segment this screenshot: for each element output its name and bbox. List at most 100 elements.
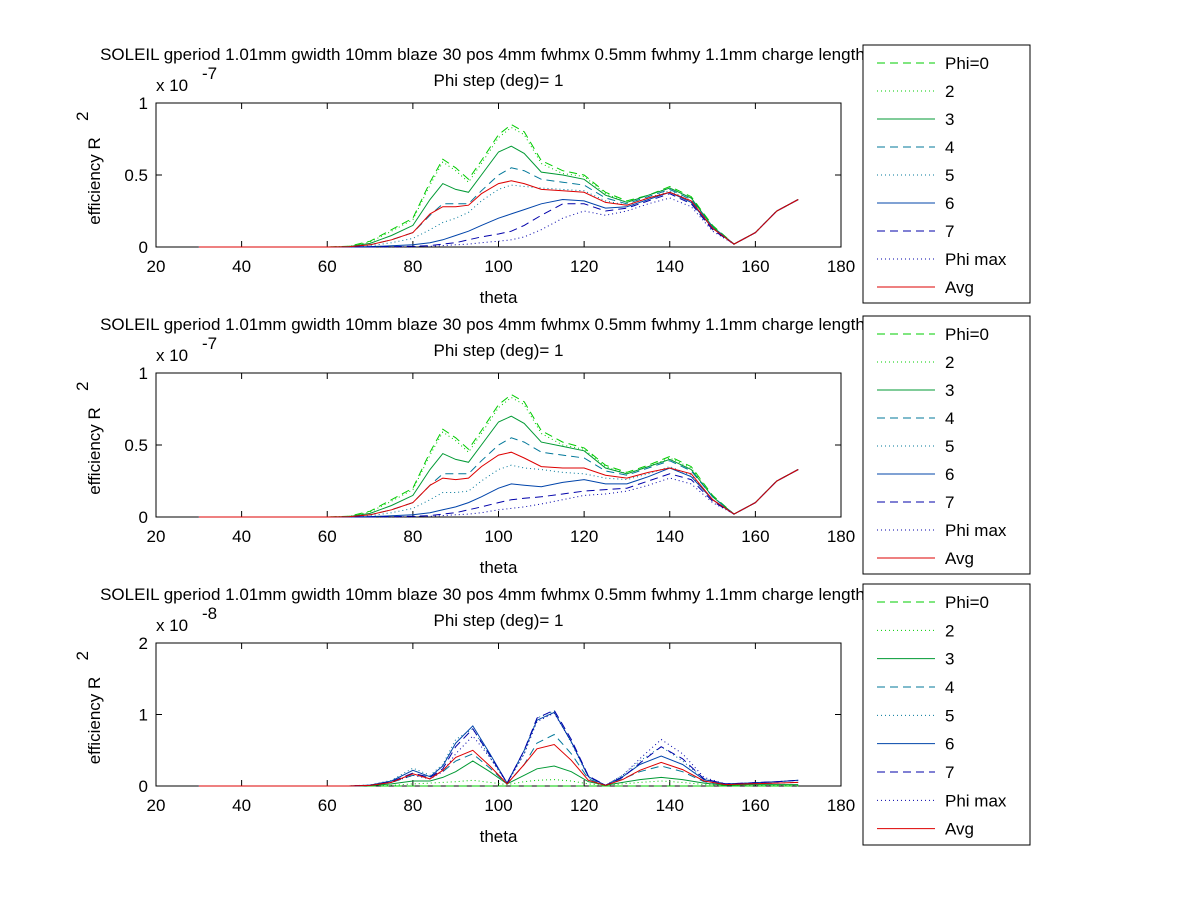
legend-entry-label: 6 bbox=[945, 194, 954, 213]
x-tick-label: 160 bbox=[741, 257, 769, 276]
series-line-0 bbox=[198, 394, 799, 518]
y-axis-label-group: efficiency R 2 bbox=[73, 651, 104, 764]
x-tick-label: 20 bbox=[147, 796, 166, 815]
y-tick-label: 0 bbox=[139, 238, 148, 257]
series-line-2 bbox=[198, 415, 799, 518]
y-axis-label-superscript: 2 bbox=[73, 651, 92, 660]
x-tick-label: 20 bbox=[147, 257, 166, 276]
y-tick-label: 0 bbox=[139, 777, 148, 796]
series-line-3 bbox=[198, 167, 799, 248]
legend-entry-label: 7 bbox=[945, 222, 954, 241]
chart-title: SOLEIL gperiod 1.01mm gwidth 10mm blaze … bbox=[100, 585, 897, 604]
series-line-8 bbox=[198, 180, 799, 248]
legend-entry-label: 5 bbox=[945, 437, 954, 456]
x-tick-label: 80 bbox=[403, 796, 422, 815]
legend-entry-label: Avg bbox=[945, 820, 974, 839]
legend-entry-label: 5 bbox=[945, 166, 954, 185]
y-scale-exponent: -8 bbox=[202, 604, 217, 623]
legend-entry-label: 6 bbox=[945, 465, 954, 484]
legend-entry-label: Phi=0 bbox=[945, 54, 989, 73]
legend-entry-label: Phi max bbox=[945, 250, 1007, 269]
x-tick-label: 140 bbox=[656, 257, 684, 276]
y-tick-label: 0 bbox=[139, 508, 148, 527]
x-tick-label: 140 bbox=[656, 527, 684, 546]
x-tick-label: 60 bbox=[318, 257, 337, 276]
y-scale-exponent: -7 bbox=[202, 64, 217, 83]
legend-box bbox=[862, 315, 1031, 575]
x-tick-label: 80 bbox=[403, 527, 422, 546]
y-scale-factor: x 10 bbox=[156, 346, 188, 365]
legend: Phi=0 2 3 4 5 6 7 Phi max Avg bbox=[862, 315, 1031, 575]
x-tick-label: 100 bbox=[484, 796, 512, 815]
x-tick-label: 40 bbox=[232, 527, 251, 546]
x-tick-label: 80 bbox=[403, 257, 422, 276]
x-tick-label: 180 bbox=[827, 796, 855, 815]
x-axis-label: theta bbox=[480, 558, 518, 577]
subplot-2: SOLEIL gperiod 1.01mm gwidth 10mm blaze … bbox=[73, 315, 1031, 577]
legend-entry-label: 2 bbox=[945, 82, 954, 101]
series-line-6 bbox=[198, 469, 799, 518]
y-axis-label-group: efficiency R 2 bbox=[73, 382, 104, 495]
x-tick-label: 100 bbox=[484, 527, 512, 546]
y-axis-label: efficiency R bbox=[85, 407, 104, 495]
x-tick-label: 120 bbox=[570, 796, 598, 815]
series-line-7 bbox=[198, 469, 799, 518]
y-tick-label: 2 bbox=[139, 634, 148, 653]
legend-entry-label: 5 bbox=[945, 706, 954, 725]
series-line-3 bbox=[198, 437, 799, 518]
series-line-1 bbox=[198, 396, 799, 518]
y-axis-label: efficiency R bbox=[85, 137, 104, 225]
series-line-8 bbox=[198, 451, 799, 518]
x-tick-label: 120 bbox=[570, 257, 598, 276]
series-line-8 bbox=[198, 743, 799, 787]
x-tick-label: 140 bbox=[656, 796, 684, 815]
x-tick-label: 160 bbox=[741, 527, 769, 546]
x-axis-label: theta bbox=[480, 288, 518, 307]
y-axis-label: efficiency R bbox=[85, 677, 104, 765]
x-tick-label: 60 bbox=[318, 796, 337, 815]
chart-subtitle: Phi step (deg)= 1 bbox=[434, 341, 564, 360]
legend-entry-label: Phi max bbox=[945, 791, 1007, 810]
y-scale-factor: x 10 bbox=[156, 616, 188, 635]
legend: Phi=0 2 3 4 5 6 7 Phi max Avg bbox=[862, 583, 1031, 846]
y-scale-exponent: -7 bbox=[202, 334, 217, 353]
legend-entry-label: 2 bbox=[945, 621, 954, 640]
axes-box bbox=[155, 642, 842, 787]
x-tick-label: 160 bbox=[741, 796, 769, 815]
legend-entry-label: 4 bbox=[945, 678, 954, 697]
legend-box bbox=[862, 583, 1031, 846]
legend-entry-label: Phi=0 bbox=[945, 593, 989, 612]
legend-entry-label: Phi=0 bbox=[945, 325, 989, 344]
series-line-6 bbox=[198, 193, 799, 248]
series-line-2 bbox=[198, 145, 799, 248]
x-tick-label: 100 bbox=[484, 257, 512, 276]
chart-subtitle: Phi step (deg)= 1 bbox=[434, 611, 564, 630]
legend: Phi=0 2 3 4 5 6 7 Phi max Avg bbox=[862, 44, 1031, 304]
legend-entry-label: 2 bbox=[945, 353, 954, 372]
x-tick-label: 180 bbox=[827, 257, 855, 276]
series-line-7 bbox=[198, 197, 799, 248]
x-tick-label: 60 bbox=[318, 527, 337, 546]
legend-entry-label: 4 bbox=[945, 138, 954, 157]
y-axis-label-group: efficiency R 2 bbox=[73, 112, 104, 225]
chart-subtitle: Phi step (deg)= 1 bbox=[434, 71, 564, 90]
x-tick-label: 40 bbox=[232, 257, 251, 276]
legend-entry-label: 3 bbox=[945, 650, 954, 669]
y-tick-label: 1 bbox=[139, 94, 148, 113]
y-axis-label-superscript: 2 bbox=[73, 112, 92, 121]
legend-entry-label: 3 bbox=[945, 110, 954, 129]
legend-entry-label: Avg bbox=[945, 549, 974, 568]
y-tick-label: 1 bbox=[139, 364, 148, 383]
chart-title: SOLEIL gperiod 1.01mm gwidth 10mm blaze … bbox=[100, 45, 897, 64]
axes-box bbox=[155, 372, 842, 518]
legend-entry-label: Phi max bbox=[945, 521, 1007, 540]
x-tick-label: 20 bbox=[147, 527, 166, 546]
x-tick-label: 40 bbox=[232, 796, 251, 815]
legend-entry-label: 4 bbox=[945, 409, 954, 428]
series-line-6 bbox=[198, 709, 799, 787]
legend-entry-label: 3 bbox=[945, 381, 954, 400]
chart-title: SOLEIL gperiod 1.01mm gwidth 10mm blaze … bbox=[100, 315, 897, 334]
legend-entry-label: 7 bbox=[945, 763, 954, 782]
axes-box bbox=[155, 102, 842, 248]
